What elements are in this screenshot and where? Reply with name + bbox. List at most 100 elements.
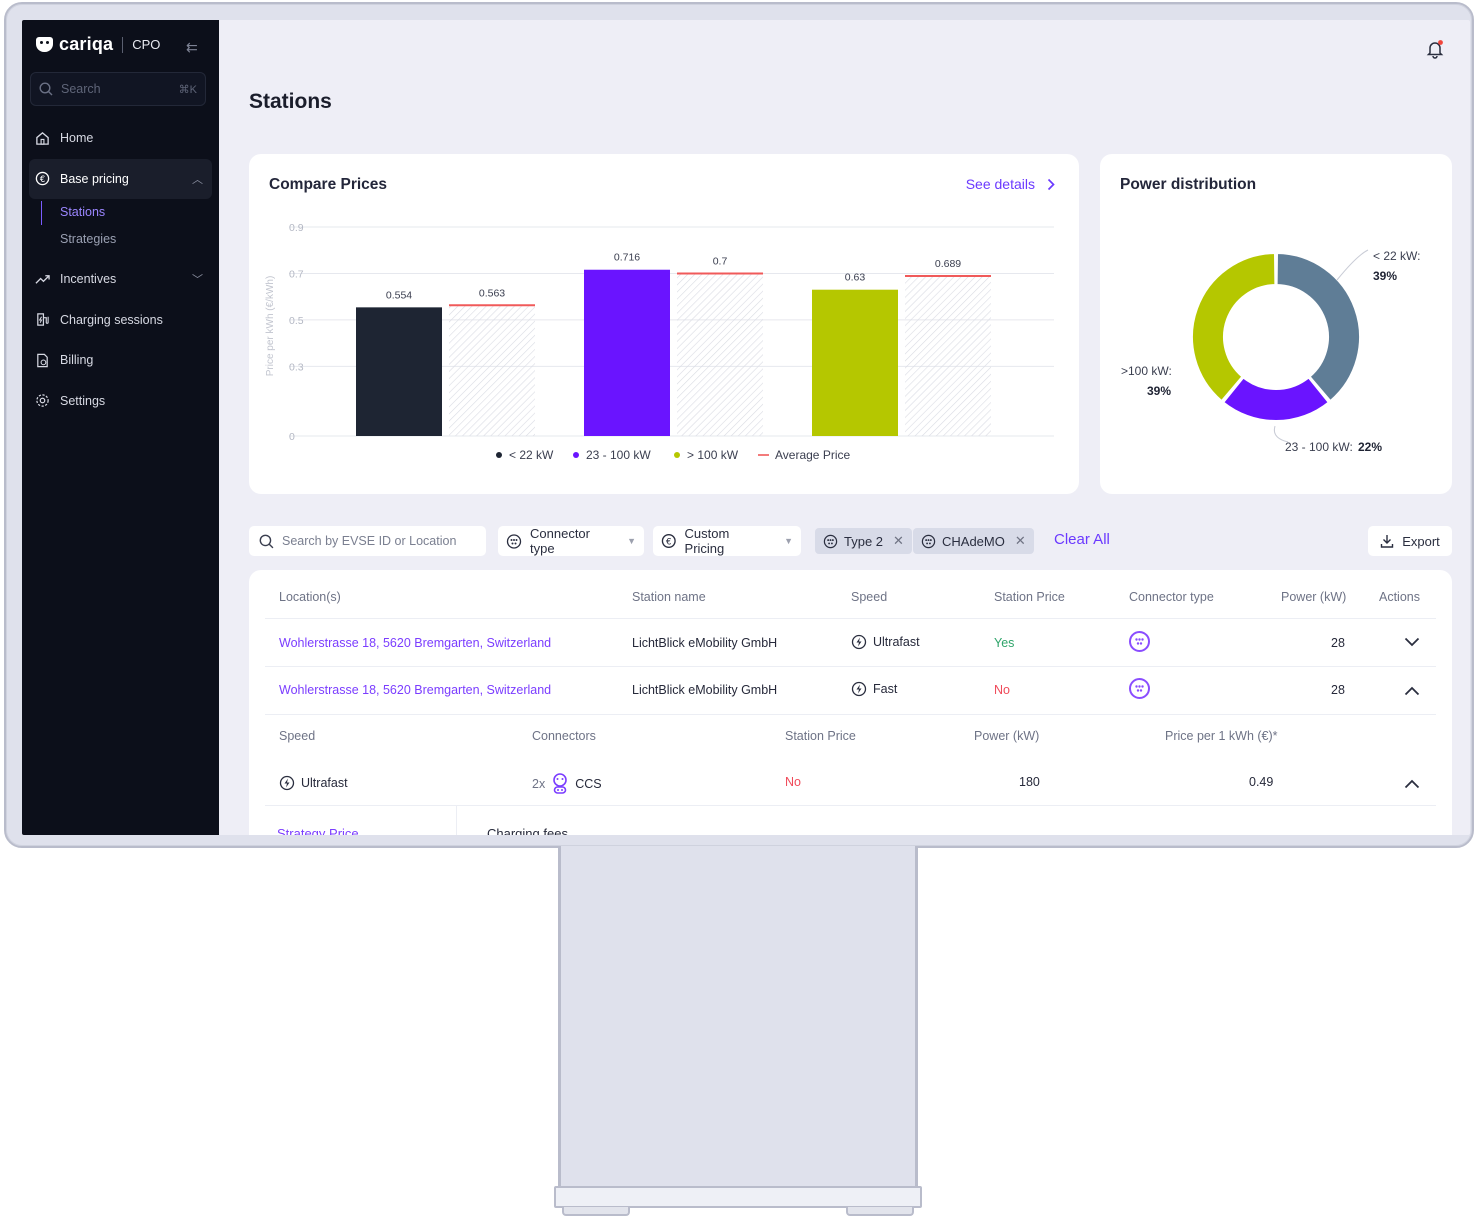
legend-swatch	[573, 452, 579, 458]
notification-bell-icon[interactable]	[1426, 39, 1444, 59]
sidebar-item-billing[interactable]: Billing	[22, 340, 219, 381]
connector-icon	[921, 534, 936, 548]
filter-chip-chademo[interactable]: CHAdeMO ✕	[913, 528, 1034, 554]
sidebar-item-incentives[interactable]: Incentives ﹀	[22, 259, 219, 300]
sidebar-item-label: Settings	[60, 393, 106, 408]
column-header-power[interactable]: Power (kW)	[1281, 590, 1347, 604]
sidebar-subitem-strategies[interactable]: Strategies	[60, 232, 117, 246]
legend-swatch	[674, 452, 680, 458]
column-header-station-name[interactable]: Station name	[632, 590, 706, 604]
speed-label: Fast	[873, 682, 898, 696]
connector-name: CCS	[575, 776, 602, 791]
charging-icon	[34, 312, 50, 328]
see-details-label: See details	[965, 176, 1035, 192]
connector-icon	[823, 534, 838, 548]
collapse-row-chevron-up-icon[interactable]	[1404, 683, 1420, 701]
clear-all-button[interactable]: Clear All	[1054, 531, 1110, 548]
y-tick-label: 0.5	[289, 315, 304, 327]
remove-chip-icon[interactable]: ✕	[893, 533, 904, 548]
chip-label: Type 2	[844, 533, 884, 549]
custom-pricing-dropdown[interactable]: € Custom Pricing ▼	[653, 526, 801, 556]
evse-search-input[interactable]: Search by EVSE ID or Location	[249, 526, 486, 556]
y-tick-label: 0.3	[289, 361, 304, 373]
compare-prices-chart: 0.9 0.7 0.5 0.3 0 Price per kWh (€/kWh) 0.554 0…	[265, 222, 1054, 462]
speed-label: Ultrafast	[873, 635, 920, 649]
see-details-link[interactable]: See details	[966, 176, 1055, 192]
sub-station-price: No	[785, 775, 801, 789]
custom-pricing-label: Custom Pricing	[684, 526, 730, 556]
sub-header-connectors: Connectors	[532, 729, 596, 743]
tab-charging-fees[interactable]: Charging fees	[487, 826, 568, 835]
sub-connectors-cell: 2x CCS	[532, 773, 602, 794]
y-tick-label: 0.9	[289, 222, 304, 234]
price-bar	[356, 307, 442, 436]
average-value-label: 0.563	[479, 287, 505, 299]
euro-icon: €	[34, 171, 50, 187]
collapse-sidebar-icon[interactable]: ⇇	[186, 39, 198, 55]
bar-value-label: 0.63	[845, 272, 866, 284]
column-header-station-price[interactable]: Station Price	[994, 590, 1065, 604]
row-divider	[265, 666, 1436, 667]
price-bar	[812, 289, 898, 436]
lightning-icon	[279, 775, 295, 791]
gear-icon	[34, 393, 50, 409]
sidebar-item-label: Home	[60, 131, 94, 146]
sidebar-item-charging-sessions[interactable]: Charging sessions	[22, 300, 219, 341]
chevron-down-icon: ﹀	[192, 274, 203, 287]
sidebar-item-settings[interactable]: Settings	[22, 381, 219, 422]
brand-logo[interactable]: cariqa CPO	[36, 34, 160, 55]
bar-value-label: 0.716	[614, 252, 640, 264]
svg-text:€: €	[39, 174, 44, 184]
export-label: Export	[1402, 533, 1440, 549]
filter-chip-type2[interactable]: Type 2 ✕	[815, 528, 912, 554]
sidebar-item-home[interactable]: Home	[22, 118, 219, 159]
column-header-location[interactable]: Location(s)	[279, 590, 341, 604]
leader-line	[1273, 425, 1289, 443]
collapse-subrow-chevron-up-icon[interactable]	[1404, 776, 1420, 794]
donut-label-pct: 39%	[1373, 269, 1397, 283]
column-header-connector-type[interactable]: Connector type	[1129, 590, 1214, 604]
donut-slice	[1275, 251, 1361, 403]
remove-chip-icon[interactable]: ✕	[1014, 533, 1026, 548]
price-bar	[584, 269, 670, 436]
expand-row-chevron-down-icon[interactable]	[1404, 634, 1420, 652]
location-link[interactable]: Wohlerstrasse 18, 5620 Bremgarten, Switz…	[279, 683, 552, 697]
sidebar-item-label: Billing	[60, 353, 94, 368]
location-link[interactable]: Wohlerstrasse 18, 5620 Bremgarten, Switz…	[279, 636, 552, 650]
column-header-speed[interactable]: Speed	[851, 590, 888, 604]
station-name: LichtBlick eMobility GmbH	[632, 683, 778, 697]
donut-label-name: >100 kW:	[1121, 364, 1172, 378]
sidebar-item-label: Charging sessions	[60, 312, 163, 327]
row-divider	[265, 714, 1436, 715]
power-distribution-card: Power distribution < 22 kW: 39% >100 kW: 39…	[1100, 154, 1452, 494]
connector-type-cell	[1129, 631, 1150, 652]
column-header-actions: Actions	[1379, 590, 1420, 604]
logo-divider	[122, 36, 124, 53]
sidebar-search[interactable]: Search ⌘K	[30, 72, 206, 106]
legend-label: < 22 kW	[509, 448, 554, 462]
download-icon	[1381, 535, 1394, 548]
page-title: Stations	[249, 90, 332, 113]
brand-name: cariqa	[59, 34, 114, 54]
tab-strategy-price[interactable]: Strategy Price	[277, 826, 359, 835]
connector-icon	[506, 533, 522, 549]
sub-speed-cell: Ultrafast	[279, 775, 348, 791]
power-distribution-title: Power distribution	[1120, 176, 1257, 193]
sidebar-search-placeholder: Search	[61, 82, 101, 96]
sidebar-subitem-stations[interactable]: Stations	[60, 205, 106, 219]
screen: cariqa CPO ⇇ Search ⌘K Home € Base prici…	[22, 20, 1470, 835]
caret-down-icon: ▼	[627, 536, 636, 546]
euro-icon: €	[661, 534, 676, 548]
bar-value-label: 0.554	[386, 289, 412, 301]
export-button[interactable]: Export	[1368, 526, 1452, 556]
lightning-icon	[851, 681, 867, 697]
legend-label: 23 - 100 kW	[586, 448, 651, 462]
sub-header-price-per-kwh: Price per 1 kWh (€)*	[1165, 729, 1278, 743]
station-price-status: No	[994, 683, 1010, 697]
connector-type-dropdown[interactable]: Connector type ▼	[498, 526, 644, 556]
tab-divider	[456, 806, 457, 835]
average-bar	[449, 305, 535, 436]
main-content: Stations Compare Prices See details 0.9 0…	[219, 20, 1470, 835]
monitor-frame: cariqa CPO ⇇ Search ⌘K Home € Base prici…	[4, 2, 1474, 848]
sidebar-item-base-pricing[interactable]: € Base pricing ︿	[29, 158, 212, 199]
